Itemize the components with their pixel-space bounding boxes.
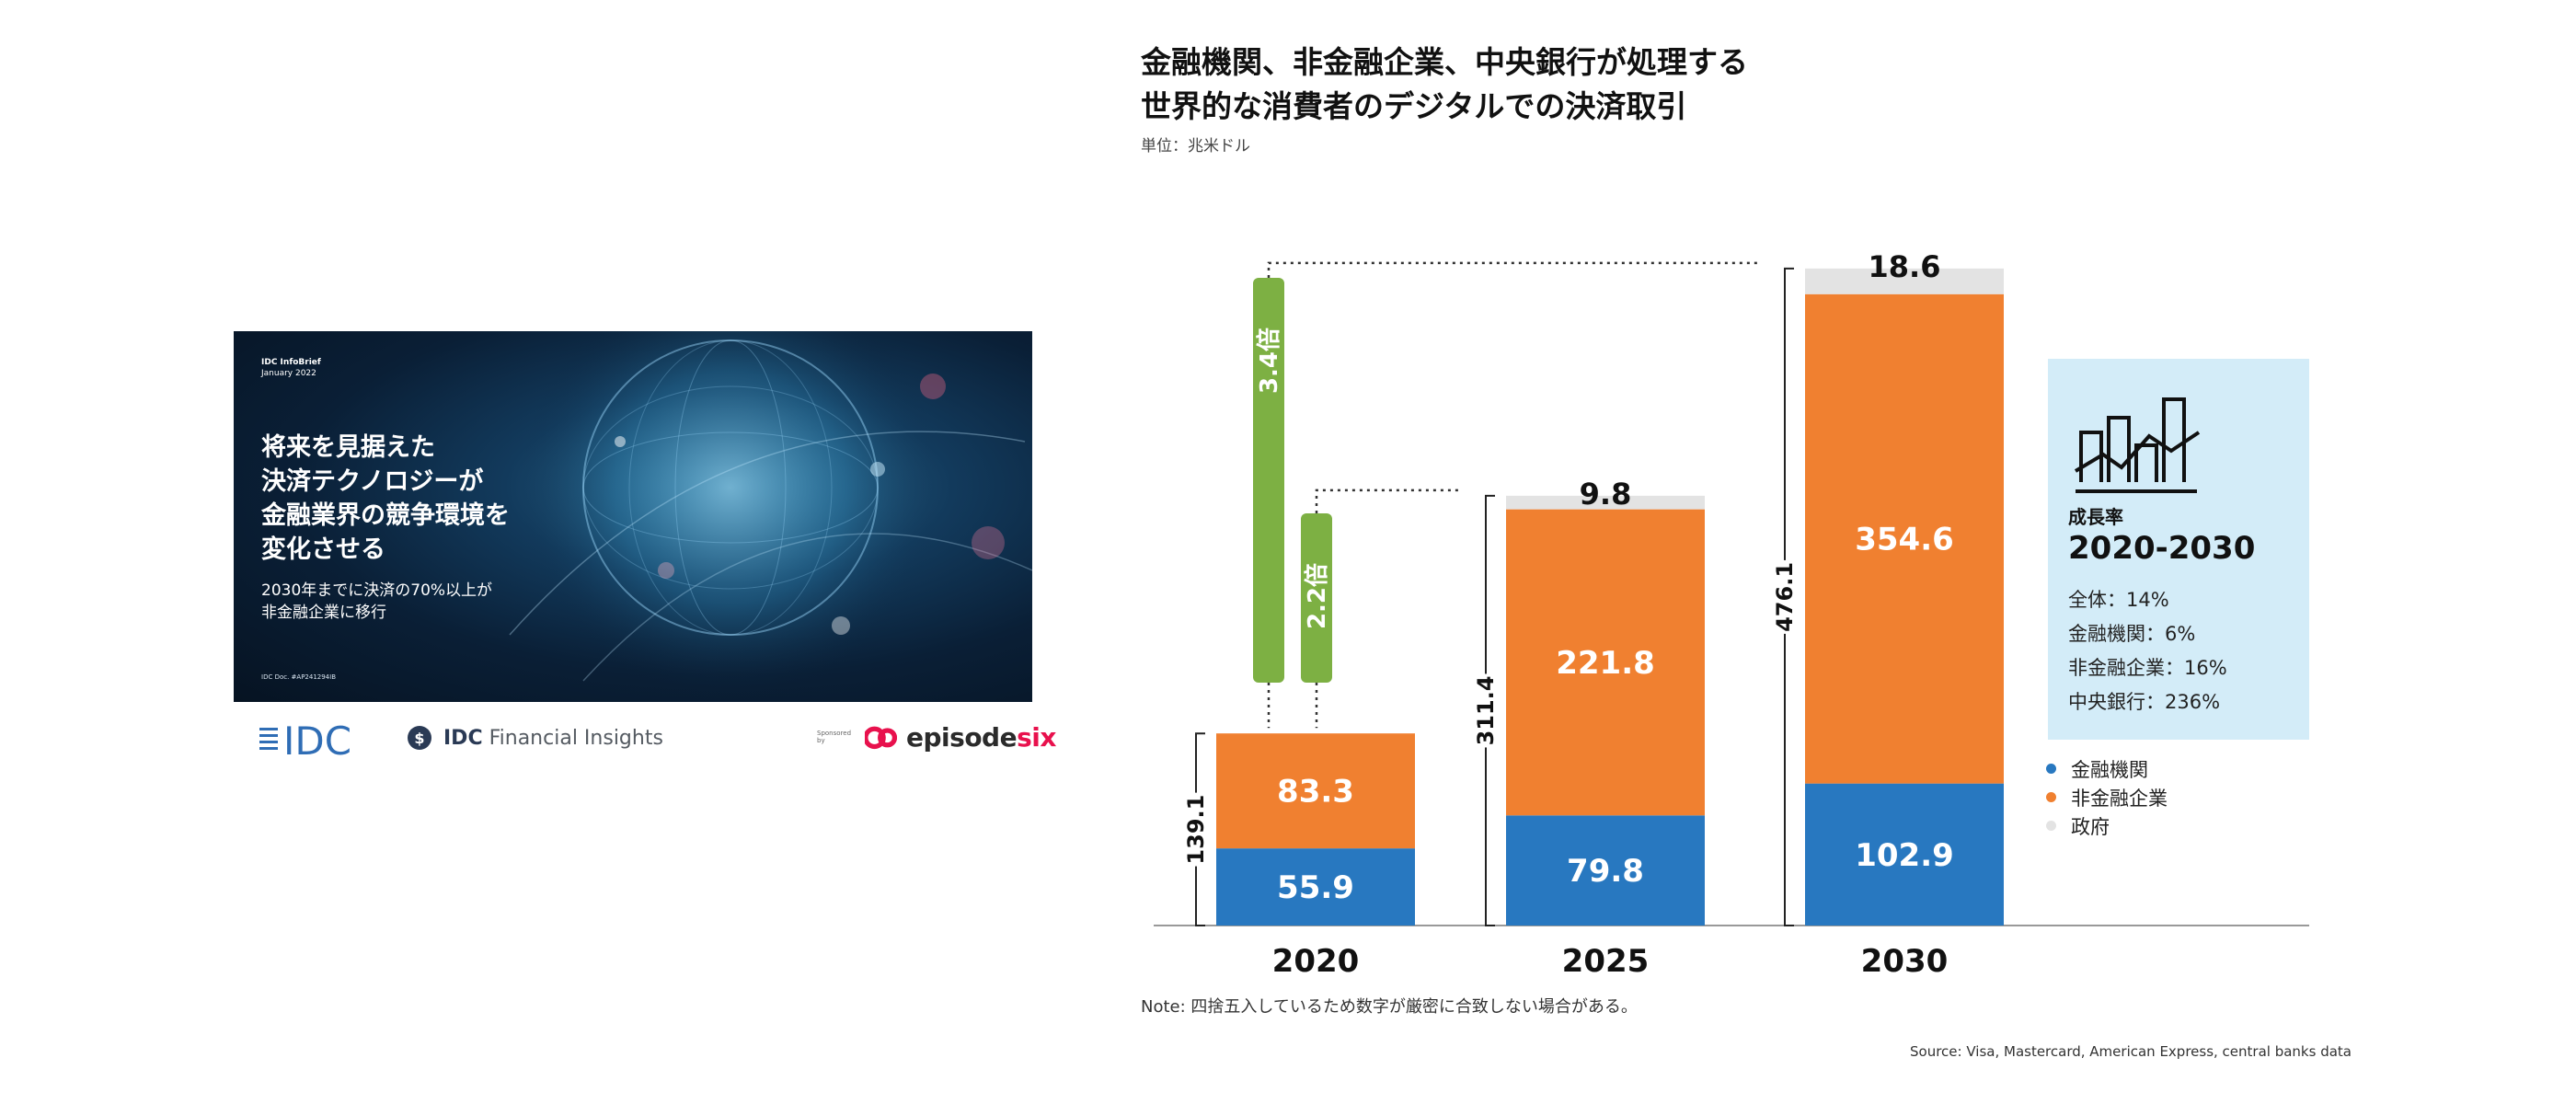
multiplier-label-1: 2.2倍 bbox=[1303, 563, 1331, 629]
legend-item-government: 政府 bbox=[2046, 811, 2168, 840]
bar-2030-series-2 bbox=[1805, 268, 2004, 294]
total-label-2030: 476.1 bbox=[1772, 562, 1798, 632]
growth-item-central-bank: 中央銀行：236% bbox=[2068, 691, 2221, 713]
growth-chart-icon bbox=[2074, 397, 2201, 493]
sponsor-logo: Sponsored by episodesix bbox=[817, 721, 1056, 753]
chart-note: Note: 四捨五入しているため数字が厳密に合致しない場合がある。 bbox=[1141, 997, 1638, 1017]
legend-dot-government bbox=[2046, 821, 2056, 831]
bar-2030-series-0 bbox=[1805, 783, 2004, 926]
total-label-2020: 139.1 bbox=[1183, 795, 1209, 865]
chart-title-line-2: 世界的な消費者のデジタルでの決済取引 bbox=[1141, 88, 1687, 124]
total-label-2025: 311.4 bbox=[1473, 675, 1499, 745]
growth-list: 全体：14% 金融機関：6% 非金融企業：16% 中央銀行：236% bbox=[2068, 583, 2227, 719]
growth-label: 成長率 bbox=[2068, 506, 2123, 528]
globe-illustration bbox=[509, 331, 1032, 699]
bar-label-2030-series-0: 102.9 bbox=[1855, 837, 1954, 874]
idc-logo-text: IDC bbox=[283, 719, 351, 760]
chart-legend: 金融機関 非金融企業 政府 bbox=[2046, 754, 2168, 840]
legend-label-government: 政府 bbox=[2071, 815, 2110, 838]
top-label-2030: 18.6 bbox=[1869, 249, 1941, 284]
cover-series: IDC InfoBrief bbox=[261, 358, 321, 367]
legend-dot-financial bbox=[2046, 764, 2056, 774]
fi-brand: IDC bbox=[443, 726, 483, 750]
x-tick-2030: 2030 bbox=[1861, 943, 1949, 980]
legend-label-nonfinancial: 非金融企業 bbox=[2071, 787, 2168, 810]
legend-dot-nonfinancial bbox=[2046, 792, 2056, 802]
cover-date: January 2022 bbox=[261, 369, 316, 378]
fi-badge-icon: $ bbox=[408, 726, 431, 750]
idc-fi-logo: $ IDC Financial Insights bbox=[407, 725, 663, 751]
svg-text:$: $ bbox=[414, 730, 424, 747]
report-cover: IDC InfoBrief January 2022 将来を見据えた 決済テクノ… bbox=[234, 331, 1032, 702]
sponsor-prefix: episode bbox=[906, 721, 1018, 753]
chart-title: 金融機関、非金融企業、中央銀行が処理する 世界的な消費者のデジタルでの決済取引 bbox=[1141, 40, 1748, 129]
growth-item-financial: 金融機関：6% bbox=[2068, 623, 2196, 645]
bar-2025-series-0 bbox=[1506, 815, 1705, 926]
cover-title: 将来を見据えた 決済テクノロジーが 金融業界の競争環境を 変化させる bbox=[261, 433, 510, 564]
logo-strip: IDC $ IDC Financial Insights Sponsored b… bbox=[234, 708, 1056, 773]
legend-item-nonfinancial: 非金融企業 bbox=[2046, 783, 2168, 811]
e6-mark-icon bbox=[864, 726, 898, 750]
total-label-bg-2025 bbox=[1473, 673, 1499, 748]
growth-item-nonfinancial: 非金融企業：16% bbox=[2068, 657, 2227, 679]
chart-title-line-1: 金融機関、非金融企業、中央銀行が処理する bbox=[1141, 44, 1748, 80]
multiplier-label-0: 3.4倍 bbox=[1255, 328, 1283, 394]
bar-2030-series-1 bbox=[1805, 293, 2004, 784]
x-tick-2025: 2025 bbox=[1562, 943, 1650, 980]
chart-source: Source: Visa, Mastercard, American Expre… bbox=[1910, 1043, 2352, 1060]
bar-2025-series-1 bbox=[1506, 509, 1705, 816]
total-label-bg-2030 bbox=[1772, 559, 1798, 634]
multiplier-connector-1 bbox=[1315, 489, 1460, 513]
bar-label-2020-series-0: 55.9 bbox=[1277, 869, 1354, 906]
cover-doc-id: IDC Doc. #AP241294IB bbox=[261, 673, 337, 681]
multiplier-connector-0 bbox=[1267, 261, 1759, 278]
growth-rate-box: 成長率 2020-2030 全体：14% 金融機関：6% 非金融企業：16% 中… bbox=[2048, 359, 2309, 740]
bar-label-2020-series-1: 83.3 bbox=[1277, 774, 1354, 811]
legend-label-financial: 金融機関 bbox=[2071, 758, 2148, 781]
bar-2020-series-0 bbox=[1216, 848, 1415, 926]
legend-item-financial: 金融機関 bbox=[2046, 754, 2168, 783]
bar-label-2030-series-1: 354.6 bbox=[1855, 522, 1954, 558]
total-label-bg-2020 bbox=[1183, 792, 1209, 867]
cover-series-tag: IDC InfoBrief January 2022 bbox=[261, 357, 321, 379]
top-label-2025: 9.8 bbox=[1580, 477, 1632, 512]
cover-subtitle: 2030年までに決済の70%以上が 非金融企業に移行 bbox=[261, 581, 493, 622]
bar-2020-series-1 bbox=[1216, 733, 1415, 849]
bar-2025-series-2 bbox=[1506, 495, 1705, 510]
growth-range: 2020-2030 bbox=[2068, 530, 2256, 567]
multiplier-pill-0 bbox=[1253, 278, 1284, 683]
growth-item-total: 全体：14% bbox=[2068, 589, 2169, 611]
bar-label-2025-series-1: 221.8 bbox=[1556, 645, 1655, 682]
sponsor-suffix: six bbox=[1017, 721, 1056, 753]
fi-text: Financial Insights bbox=[489, 726, 663, 750]
chart-unit: 単位：兆米ドル bbox=[1141, 137, 1250, 155]
sponsored-by-label: Sponsored by bbox=[817, 730, 852, 744]
bar-label-2025-series-0: 79.8 bbox=[1567, 853, 1644, 890]
multiplier-pill-1 bbox=[1301, 513, 1332, 683]
x-tick-2020: 2020 bbox=[1272, 943, 1360, 980]
idc-logo: IDC bbox=[259, 719, 351, 760]
